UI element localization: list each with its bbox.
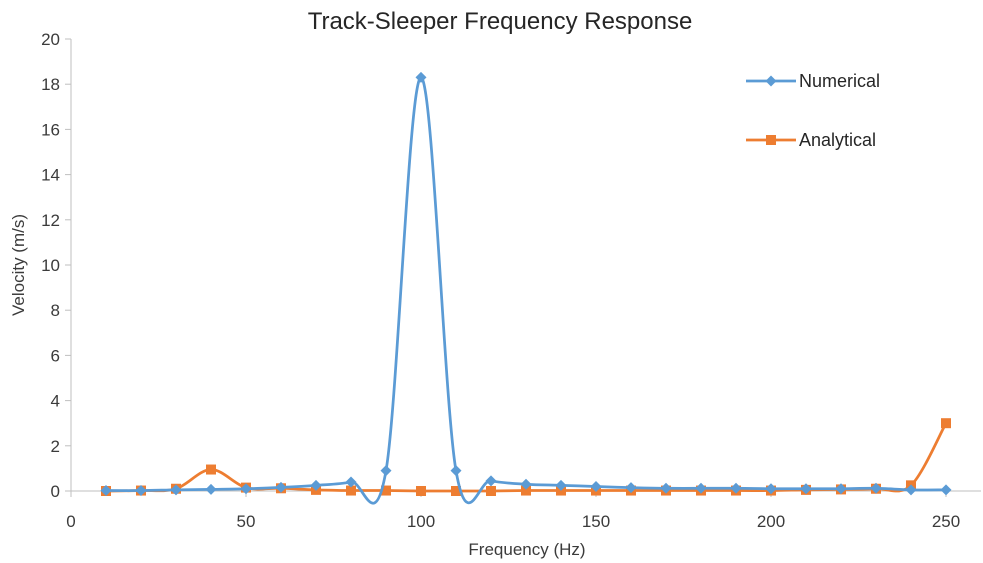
analytical-data-point xyxy=(416,486,426,496)
numerical-data-point xyxy=(555,479,567,491)
y-tick-label: 10 xyxy=(41,256,60,275)
numerical-data-point xyxy=(765,483,777,495)
numerical-data-point xyxy=(345,476,357,488)
numerical-data-point xyxy=(835,483,847,495)
x-tick-label: 200 xyxy=(757,512,785,531)
analytical-data-point xyxy=(346,485,356,496)
y-tick-label: 8 xyxy=(51,301,60,320)
numerical-data-point xyxy=(590,480,602,492)
legend-item-numerical: Numerical xyxy=(746,71,880,91)
numerical-data-point xyxy=(730,482,742,494)
numerical-series-line xyxy=(105,76,947,505)
numerical-data-point xyxy=(695,482,707,494)
numerical-data-point xyxy=(100,485,112,497)
legend-item-analytical: Analytical xyxy=(746,130,876,150)
numerical-data-point xyxy=(170,484,182,496)
numerical-data-point xyxy=(380,465,392,477)
numerical-data-point xyxy=(660,482,672,494)
numerical-data-point xyxy=(905,484,917,496)
numerical-data-point xyxy=(485,475,497,487)
numerical-data-point xyxy=(135,485,147,497)
y-tick-label: 2 xyxy=(51,437,60,456)
legend-label-numerical: Numerical xyxy=(799,71,880,91)
numerical-data-point xyxy=(870,482,882,494)
y-tick-label: 0 xyxy=(51,482,60,501)
analytical-data-point xyxy=(486,486,496,496)
legend: Numerical Analytical xyxy=(746,71,880,150)
numerical-data-point xyxy=(625,482,637,494)
y-tick-label: 16 xyxy=(41,120,60,139)
y-tick-label: 6 xyxy=(51,346,60,365)
legend-marker-analytical xyxy=(766,135,776,145)
x-tick-label: 50 xyxy=(237,512,256,531)
y-tick-label: 20 xyxy=(41,30,60,49)
x-axis-title: Frequency (Hz) xyxy=(468,540,585,559)
x-tick-label: 250 xyxy=(932,512,960,531)
numerical-data-point xyxy=(205,483,217,495)
x-tick-label: 0 xyxy=(66,512,75,531)
legend-marker-numerical xyxy=(765,75,777,87)
numerical-data-point xyxy=(800,483,812,495)
analytical-data-point xyxy=(381,485,391,496)
y-tick-label: 4 xyxy=(51,392,60,411)
analytical-data-point xyxy=(206,464,216,475)
numerical-data-point xyxy=(275,481,287,493)
y-axis-title: Velocity (m/s) xyxy=(9,214,28,316)
numerical-data-point xyxy=(415,71,427,83)
numerical-data-point xyxy=(940,484,952,496)
analytical-data-point xyxy=(521,485,531,496)
y-tick-label: 14 xyxy=(41,166,60,185)
numerical-data-point xyxy=(310,479,322,491)
x-tick-label: 100 xyxy=(407,512,435,531)
y-tick-label: 12 xyxy=(41,211,60,230)
legend-label-analytical: Analytical xyxy=(799,130,876,150)
chart-title: Track-Sleeper Frequency Response xyxy=(308,8,693,35)
analytical-data-point xyxy=(451,486,461,496)
x-tick-label: 150 xyxy=(582,512,610,531)
analytical-data-point xyxy=(941,418,951,429)
y-tick-label: 18 xyxy=(41,75,60,94)
numerical-data-point xyxy=(520,478,532,490)
numerical-data-point xyxy=(240,483,252,495)
numerical-data-point xyxy=(450,465,462,477)
